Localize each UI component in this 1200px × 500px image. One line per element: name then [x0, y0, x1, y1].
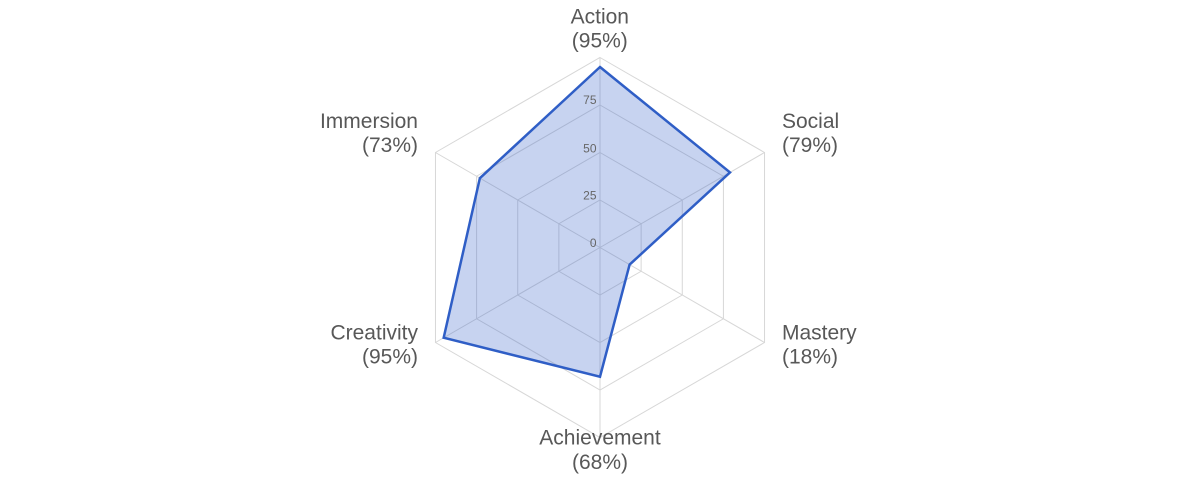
svg-text:50: 50	[583, 141, 597, 155]
svg-text:25: 25	[583, 189, 597, 203]
svg-text:0: 0	[590, 236, 597, 250]
svg-text:Action: Action	[571, 5, 629, 28]
svg-text:(73%): (73%)	[362, 134, 418, 157]
svg-text:(79%): (79%)	[782, 134, 838, 157]
svg-text:75: 75	[583, 93, 597, 107]
svg-text:Social: Social	[782, 110, 839, 133]
svg-text:Achievement: Achievement	[539, 426, 661, 449]
svg-text:(95%): (95%)	[572, 29, 628, 52]
svg-text:(95%): (95%)	[362, 346, 418, 369]
svg-text:(68%): (68%)	[572, 451, 628, 474]
svg-text:Mastery: Mastery	[782, 322, 857, 345]
svg-text:Creativity: Creativity	[330, 322, 418, 345]
svg-text:(18%): (18%)	[782, 346, 838, 369]
svg-text:Immersion: Immersion	[320, 110, 418, 133]
